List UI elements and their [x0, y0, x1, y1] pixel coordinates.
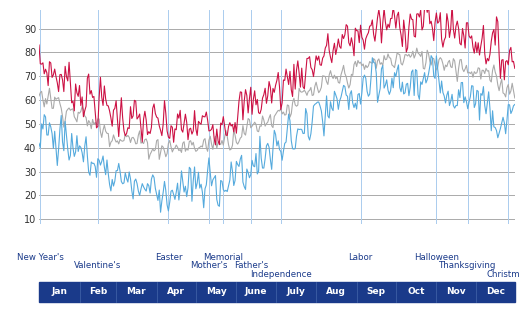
- Text: New Year's: New Year's: [17, 253, 64, 262]
- Text: July: July: [287, 287, 305, 297]
- Text: Christmas: Christmas: [487, 270, 520, 279]
- Text: Labor: Labor: [348, 253, 373, 262]
- Text: Mother's: Mother's: [190, 261, 228, 270]
- Text: Thanksgiving: Thanksgiving: [439, 261, 497, 270]
- Text: Apr: Apr: [167, 287, 185, 297]
- Text: Memorial: Memorial: [203, 253, 243, 262]
- Text: Nov: Nov: [446, 287, 466, 297]
- Text: Oct: Oct: [407, 287, 425, 297]
- Text: Sep: Sep: [367, 287, 386, 297]
- Text: June: June: [245, 287, 267, 297]
- Text: Valentine's: Valentine's: [74, 261, 122, 270]
- Text: Dec: Dec: [486, 287, 505, 297]
- Text: Father's: Father's: [233, 261, 268, 270]
- Text: Jan: Jan: [51, 287, 67, 297]
- Text: Halloween: Halloween: [414, 253, 459, 262]
- Text: Independence: Independence: [250, 270, 311, 279]
- Text: May: May: [206, 287, 227, 297]
- Text: Feb: Feb: [89, 287, 107, 297]
- Text: Mar: Mar: [126, 287, 146, 297]
- Text: Easter: Easter: [154, 253, 182, 262]
- Text: Aug: Aug: [327, 287, 346, 297]
